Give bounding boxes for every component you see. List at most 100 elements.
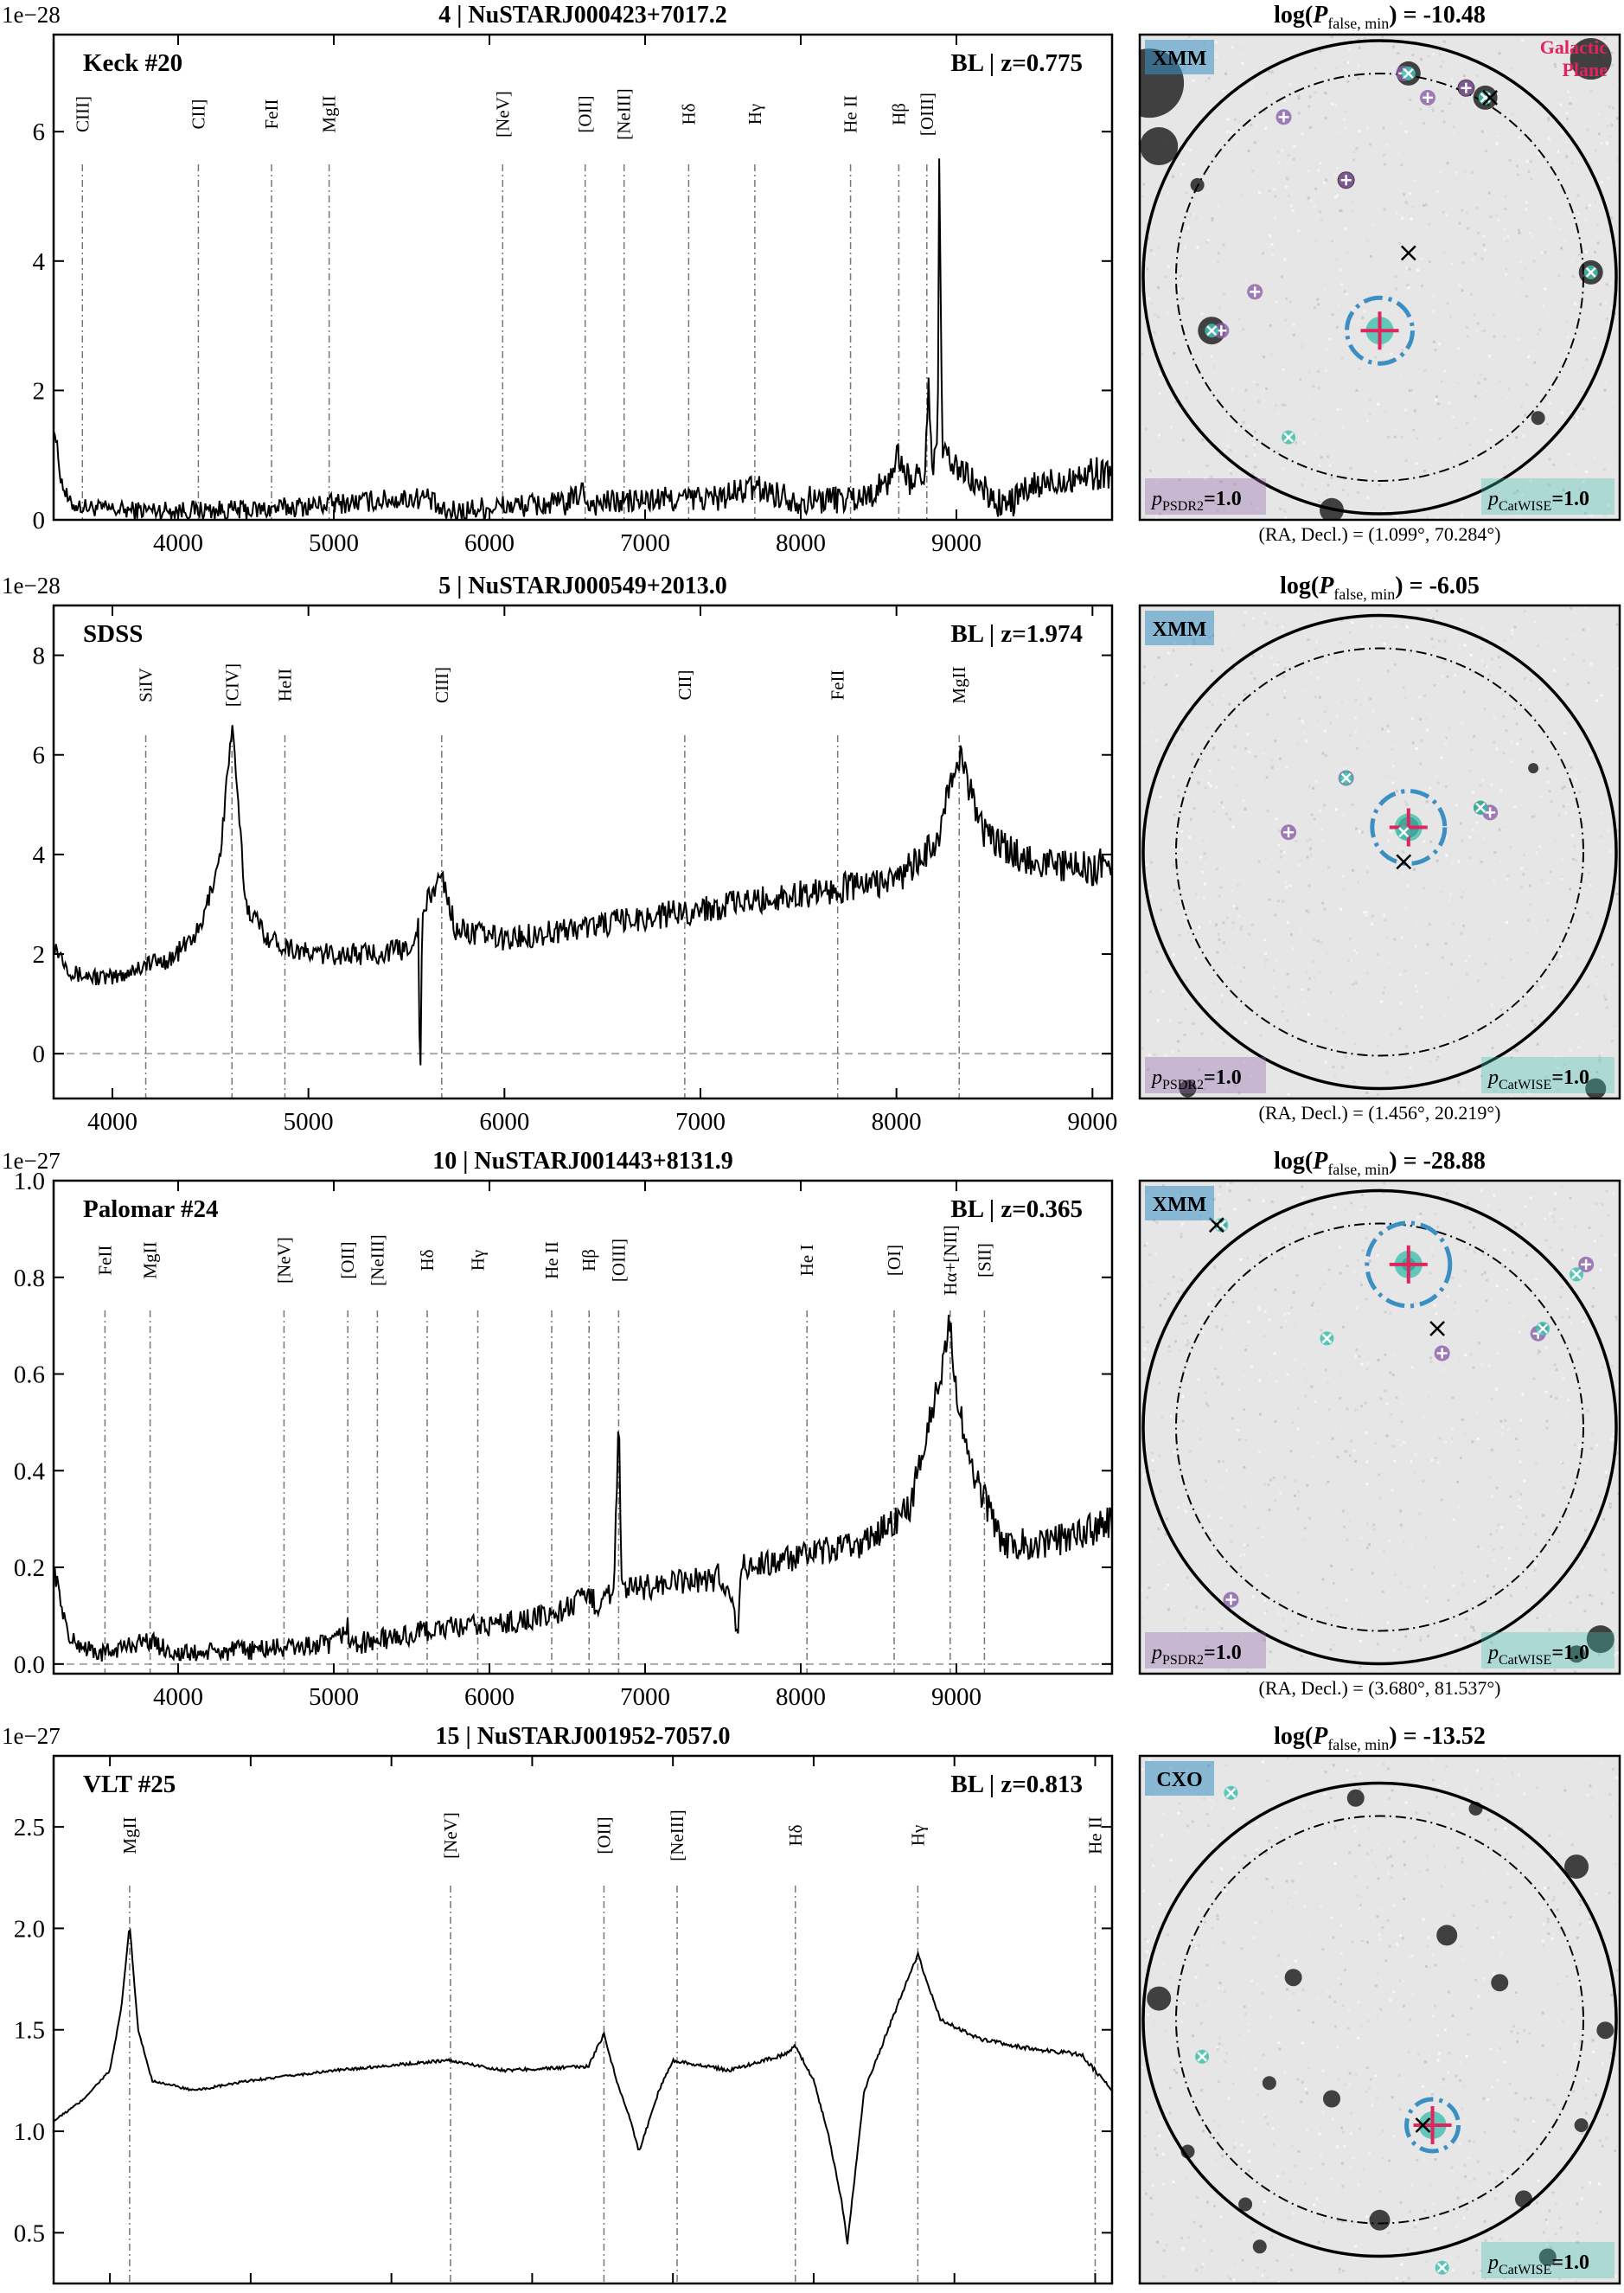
noise-pixel [1470,170,1474,174]
noise-pixel [1377,1877,1380,1880]
noise-pixel [1614,2275,1618,2278]
noise-pixel [1412,1571,1415,1574]
noise-pixel [1297,97,1301,100]
noise-pixel [1285,1880,1288,1883]
noise-pixel [1580,2197,1583,2200]
noise-pixel [1239,980,1243,983]
noise-pixel [1198,357,1201,361]
noise-pixel [1597,2271,1601,2273]
noise-pixel [1280,855,1282,859]
noise-pixel [1597,112,1601,116]
noise-pixel [1339,641,1342,644]
noise-pixel [1188,1450,1192,1453]
noise-pixel [1349,2132,1352,2136]
noise-pixel [1387,730,1391,733]
noise-pixel [1359,612,1362,615]
noise-pixel [1589,2039,1592,2042]
noise-pixel [1503,2174,1506,2177]
noise-pixel [1159,1551,1162,1554]
noise-pixel [1558,2217,1561,2219]
noise-pixel [1429,106,1432,109]
noise-pixel [1359,1903,1362,1906]
noise-pixel [1525,2108,1528,2111]
noise-pixel [1237,2078,1240,2081]
noise-pixel [1602,468,1606,471]
noise-pixel [1290,118,1294,122]
source-blob [1436,1925,1458,1946]
noise-pixel [1154,1252,1158,1256]
noise-pixel [1329,721,1332,725]
noise-pixel [1608,135,1612,138]
noise-pixel [1397,2074,1401,2077]
noise-pixel [1434,1963,1437,1967]
noise-pixel [1250,1535,1254,1539]
noise-pixel [1239,927,1243,931]
noise-pixel [1408,1788,1411,1790]
noise-pixel [1229,471,1232,475]
noise-pixel [1218,759,1220,761]
noise-pixel [1262,2213,1265,2216]
noise-pixel [1562,167,1565,170]
noise-pixel [1231,2082,1235,2085]
noise-pixel [1213,153,1217,157]
noise-pixel [1514,2091,1518,2095]
noise-pixel [1397,52,1400,54]
noise-pixel [1308,370,1311,374]
noise-pixel [1502,826,1506,829]
noise-pixel [1339,1982,1343,1986]
noise-pixel [1189,1268,1192,1271]
noise-pixel [1305,971,1308,975]
noise-pixel [1417,2053,1421,2056]
noise-pixel [1228,468,1231,471]
noise-pixel [1584,2111,1588,2115]
noise-pixel [1264,857,1268,860]
noise-pixel [1610,1994,1614,1996]
noise-pixel [1536,983,1539,987]
noise-pixel [1216,951,1219,954]
noise-pixel [1359,1787,1362,1790]
noise-pixel [1501,976,1505,979]
noise-pixel [1426,1944,1429,1948]
plot-frame [52,604,1114,1100]
noise-pixel [1207,782,1211,785]
noise-pixel [1258,1308,1262,1311]
noise-pixel [1180,2020,1184,2023]
noise-pixel [1582,1411,1586,1413]
noise-pixel [1265,1877,1269,1880]
noise-pixel [1310,2167,1314,2170]
noise-pixel [1161,1184,1165,1187]
noise-pixel [1354,1460,1358,1464]
noise-pixel [1172,2181,1175,2183]
noise-pixel [1548,1246,1551,1250]
noise-pixel [1321,901,1325,905]
noise-pixel [1560,131,1563,134]
noise-pixel [1465,1617,1467,1621]
noise-pixel [1450,97,1454,100]
noise-pixel [1368,413,1371,416]
noise-pixel [1587,1756,1590,1759]
noise-pixel [1290,2144,1294,2148]
coords-label: (RA, Decl.) = (1.099°, 70.284°) [1259,523,1501,545]
noise-pixel [1602,1553,1605,1557]
noise-pixel [1495,1284,1499,1288]
noise-pixel [1204,996,1207,999]
noise-pixel [1357,77,1360,80]
noise-pixel [1448,893,1452,896]
noise-pixel [1589,753,1592,756]
noise-pixel [1335,898,1339,901]
noise-pixel [1615,1384,1619,1387]
noise-pixel [1574,859,1577,862]
noise-pixel [1611,1364,1614,1367]
noise-pixel [1465,211,1468,215]
xray-error-circle [1370,789,1448,866]
noise-pixel [1401,1368,1404,1371]
noise-pixel [1263,1611,1267,1615]
noise-pixel [1335,714,1339,718]
noise-pixel [1397,871,1401,874]
noise-pixel [1358,1907,1361,1911]
noise-pixel [1562,804,1565,808]
noise-pixel [1443,250,1446,253]
noise-pixel [1270,70,1274,74]
noise-pixel [1614,240,1617,243]
noise-pixel [1538,845,1542,848]
